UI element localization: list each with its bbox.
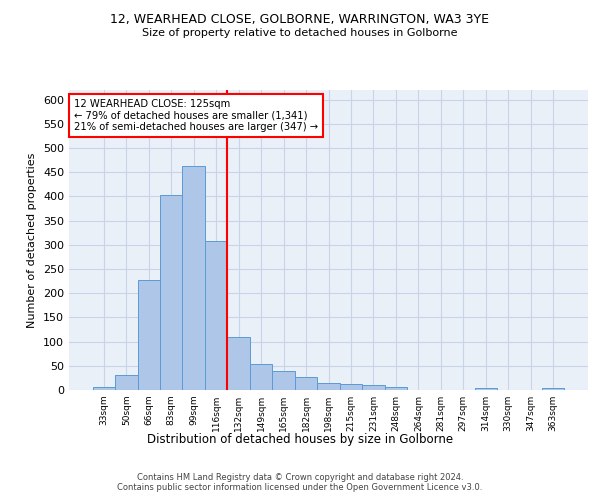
Text: 12 WEARHEAD CLOSE: 125sqm
← 79% of detached houses are smaller (1,341)
21% of se: 12 WEARHEAD CLOSE: 125sqm ← 79% of detac… — [74, 99, 319, 132]
Bar — [160, 196, 182, 390]
Bar — [362, 385, 385, 390]
Text: 12, WEARHEAD CLOSE, GOLBORNE, WARRINGTON, WA3 3YE: 12, WEARHEAD CLOSE, GOLBORNE, WARRINGTON… — [110, 12, 490, 26]
Bar — [272, 370, 295, 390]
Bar — [542, 388, 565, 390]
Bar — [115, 376, 137, 390]
Text: Size of property relative to detached houses in Golborne: Size of property relative to detached ho… — [142, 28, 458, 38]
Bar — [137, 280, 160, 390]
Bar — [227, 337, 250, 390]
Bar — [340, 384, 362, 390]
Bar — [475, 388, 497, 390]
Text: Contains HM Land Registry data © Crown copyright and database right 2024.: Contains HM Land Registry data © Crown c… — [137, 472, 463, 482]
Bar — [385, 387, 407, 390]
Text: Distribution of detached houses by size in Golborne: Distribution of detached houses by size … — [147, 432, 453, 446]
Bar — [317, 382, 340, 390]
Y-axis label: Number of detached properties: Number of detached properties — [28, 152, 37, 328]
Text: Contains public sector information licensed under the Open Government Licence v3: Contains public sector information licen… — [118, 484, 482, 492]
Bar — [205, 242, 227, 390]
Bar — [92, 386, 115, 390]
Bar — [250, 364, 272, 390]
Bar — [182, 166, 205, 390]
Bar — [295, 377, 317, 390]
